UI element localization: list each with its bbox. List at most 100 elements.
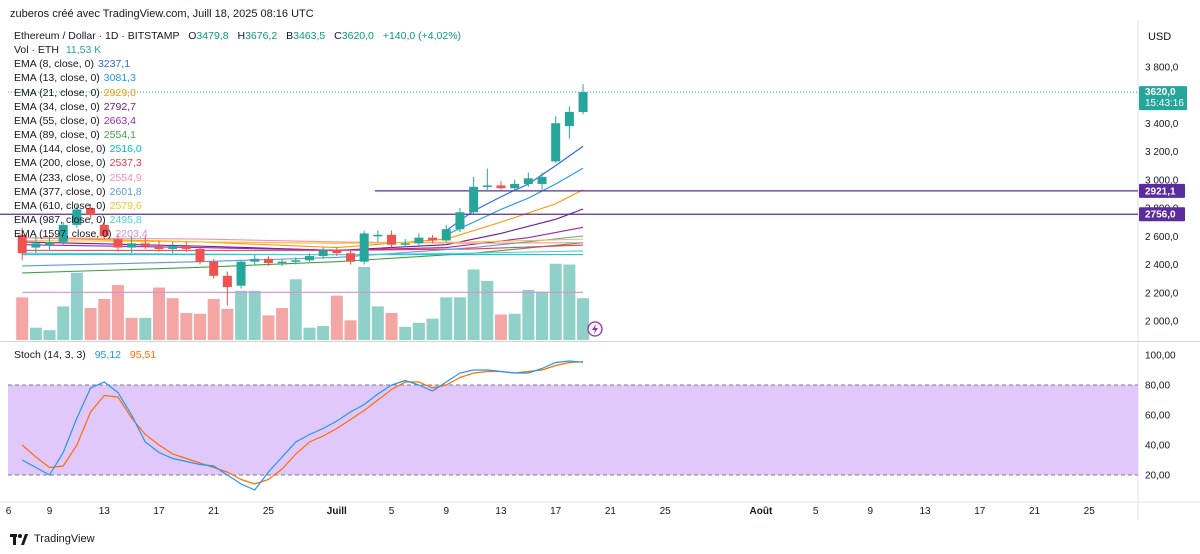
candle-body <box>414 237 424 244</box>
volume-bar <box>276 308 289 340</box>
last-price-badge-bg <box>1139 86 1187 111</box>
volume-bar <box>235 290 248 340</box>
ema-legend-label: EMA (89, close, 0) <box>14 129 100 142</box>
time-tick-label: 25 <box>1084 506 1096 517</box>
candle-body <box>578 92 588 112</box>
ema-legend-label: EMA (987, close, 0) <box>14 214 106 227</box>
volume-bar <box>522 289 535 340</box>
ema-legend-row[interactable]: EMA (8, close, 0) 3237,1 <box>14 57 461 71</box>
volume-legend-row[interactable]: Vol · ETH 11,53 K <box>14 43 461 57</box>
volume-bar <box>563 264 576 340</box>
time-tick-label: 9 <box>47 506 53 517</box>
high-value: 3676,2 <box>245 30 278 42</box>
ema-legend-row[interactable]: EMA (987, close, 0) 2495,8 <box>14 213 461 227</box>
volume-bar <box>330 295 343 340</box>
open-key: O <box>188 30 197 42</box>
ema-legend-list: EMA (8, close, 0) 3237,1 EMA (13, close, 0… <box>14 57 461 241</box>
stoch-tick-label: 60,00 <box>1145 411 1170 422</box>
volume-bar <box>371 306 384 340</box>
stoch-k-value: 95,12 <box>94 349 121 361</box>
volume-bars <box>16 263 590 340</box>
volume-bar <box>358 267 371 340</box>
candle-body <box>154 246 164 249</box>
horizontal-levels <box>0 91 1138 215</box>
stoch-tick-label: 80,00 <box>1145 381 1170 392</box>
price-tick-label: 2 000,0 <box>1145 317 1179 328</box>
price-tick-label: 2 400,0 <box>1145 260 1179 271</box>
ema-line <box>446 167 584 236</box>
candles <box>17 84 603 337</box>
stochastic-pane <box>8 360 1138 491</box>
volume-bar <box>467 269 480 340</box>
time-tick-label: 6 <box>6 506 12 517</box>
candle-body <box>332 250 342 254</box>
ema-legend-row[interactable]: EMA (21, close, 0) 2929,0 <box>14 86 461 100</box>
level2-badge: 2756,0 <box>1145 210 1176 221</box>
candle-body <box>318 250 328 257</box>
main-legend: Ethereum / Dollar · 1D · BITSTAMP O3479,… <box>14 29 461 241</box>
ema-line <box>22 250 584 256</box>
ema-legend-row[interactable]: EMA (1597, close, 0) 2203,4 <box>14 227 461 241</box>
ema-legend-label: EMA (233, close, 0) <box>14 171 106 184</box>
volume-bar <box>70 272 83 340</box>
symbol-title[interactable]: Ethereum / Dollar · 1D · BITSTAMP <box>14 30 180 42</box>
ema-legend-value: 3081,3 <box>103 72 136 85</box>
currency-label[interactable]: USD <box>1148 31 1172 43</box>
candle-body <box>127 243 137 248</box>
candle-body <box>277 261 287 264</box>
candle-body <box>523 178 533 184</box>
last-price-badge: 3620,0 <box>1145 87 1176 98</box>
ema-legend-label: EMA (377, close, 0) <box>14 185 106 198</box>
symbol-ohlc-row[interactable]: Ethereum / Dollar · 1D · BITSTAMP O3479,… <box>14 29 461 43</box>
candle-body <box>510 183 520 189</box>
volume-bar <box>194 313 207 340</box>
ema-legend-row[interactable]: EMA (13, close, 0) 3081,3 <box>14 71 461 85</box>
ema-legend-value: 3237,1 <box>97 58 131 71</box>
ema-legend-value: 2554,9 <box>109 171 142 184</box>
candle-body <box>373 234 383 237</box>
stoch-tick-label: 20,00 <box>1145 471 1170 482</box>
ema-line <box>22 237 584 244</box>
tradingview-logo[interactable]: TradingView <box>10 533 95 545</box>
price-tick-label: 2 200,0 <box>1145 288 1179 299</box>
volume-bar <box>536 291 549 340</box>
volume-bar <box>399 326 412 340</box>
ema-legend-row[interactable]: EMA (34, close, 0) 2792,7 <box>14 100 461 114</box>
ema-legend-row[interactable]: EMA (377, close, 0) 2601,8 <box>14 185 461 199</box>
stoch-label: Stoch (14, 3, 3) <box>14 349 86 361</box>
high-key: H <box>237 30 246 42</box>
candle-body <box>222 275 232 288</box>
price-tick-label: 2 600,0 <box>1145 232 1179 243</box>
level2-badge-bg <box>1139 207 1185 222</box>
candle-body <box>359 233 369 262</box>
ema-legend-row[interactable]: EMA (610, close, 0) 2579,6 <box>14 199 461 213</box>
ema-legend-row[interactable]: EMA (233, close, 0) 2554,9 <box>14 171 461 185</box>
volume-bar <box>180 312 193 340</box>
time-tick-label: 5 <box>389 506 395 517</box>
ema-legend-label: EMA (34, close, 0) <box>14 100 100 113</box>
candle-body <box>31 243 41 248</box>
candle-body <box>387 234 397 245</box>
ema-line <box>22 238 584 244</box>
volume-bar <box>453 297 466 340</box>
ema-legend-row[interactable]: EMA (144, close, 0) 2516,0 <box>14 142 461 156</box>
ema-legend-row[interactable]: EMA (55, close, 0) 2663,4 <box>14 114 461 128</box>
lightning-bolt-icon <box>592 324 598 334</box>
ema-legend-value: 2516,0 <box>109 143 142 156</box>
ema-legend-label: EMA (21, close, 0) <box>14 86 100 99</box>
candle-body <box>140 243 150 247</box>
candle-body <box>537 176 547 184</box>
ema-legend-label: EMA (8, close, 0) <box>14 58 94 71</box>
tradingview-mark-icon <box>10 533 28 545</box>
candle-body <box>428 237 438 241</box>
low-key: B <box>286 30 294 42</box>
ema-legend-row[interactable]: EMA (200, close, 0) 2537,3 <box>14 156 461 170</box>
candle-body <box>551 123 561 162</box>
time-tick-label: 25 <box>263 506 275 517</box>
countdown-badge: 15:43:16 <box>1145 98 1184 109</box>
candle-body <box>250 258 260 262</box>
ema-legend-row[interactable]: EMA (89, close, 0) 2554,1 <box>14 128 461 142</box>
volume-bar <box>303 327 316 340</box>
stoch-legend[interactable]: Stoch (14, 3, 3) 95,12 95,51 <box>14 349 156 361</box>
